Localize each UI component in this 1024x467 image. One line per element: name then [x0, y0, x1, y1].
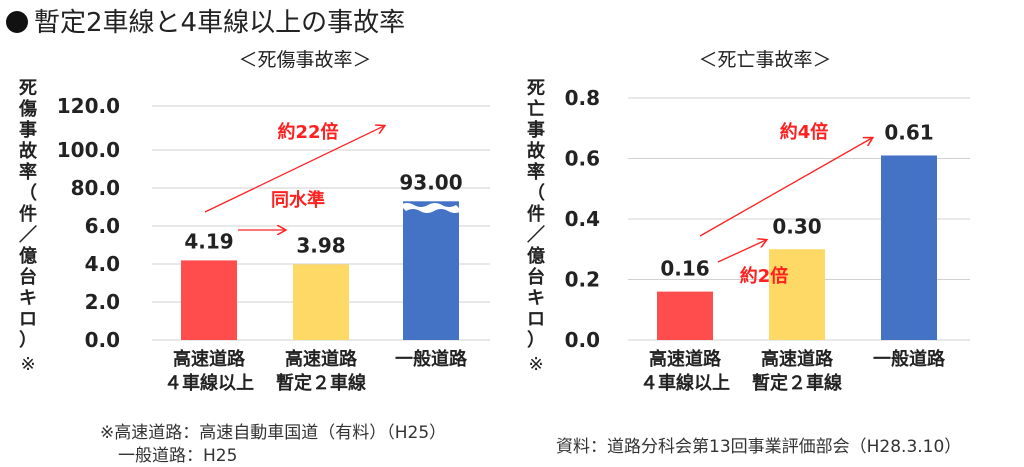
y-axis-label: キ	[527, 288, 545, 309]
y-axis-label: 件	[19, 203, 37, 225]
y-axis-label: ロ	[527, 309, 545, 330]
chart-title: ＜死傷事故率＞	[238, 49, 371, 71]
source-note: 資料：道路分科会第13回事業評価部会（H28.3.10）	[556, 437, 962, 457]
y-axis-label: ）	[19, 330, 37, 351]
y-axis-note: ※	[20, 354, 35, 375]
y-axis-label: 率	[19, 161, 37, 183]
bar-1	[657, 291, 713, 340]
y-tick-label: 80.0	[71, 176, 120, 200]
y-axis-label: 事	[527, 119, 545, 141]
bar-2	[293, 264, 349, 340]
category-label-2: 暫定２車線	[752, 372, 842, 394]
y-axis-label: 事	[19, 119, 37, 141]
y-tick-label: 0.4	[565, 207, 600, 231]
data-label-1: 0.16	[660, 257, 709, 281]
chart-title: ＜死亡事故率＞	[698, 49, 831, 71]
y-tick-label: 120.0	[57, 94, 120, 118]
y-tick-label: 0.8	[565, 86, 600, 110]
y-axis-label: ／	[527, 225, 545, 246]
y-axis-label: 件	[527, 203, 545, 225]
bar-3	[403, 201, 459, 340]
y-axis-label: （	[527, 183, 545, 204]
y-tick-label: 4.0	[85, 252, 120, 276]
category-label-2: 高速道路	[285, 348, 358, 370]
y-tick-label: 0.0	[565, 328, 600, 352]
data-label-1: 4.19	[184, 229, 233, 253]
category-label-2: 暫定２車線	[276, 372, 366, 394]
category-label-1: ４車線以上	[640, 372, 730, 394]
y-axis-label: 死	[19, 78, 37, 99]
page-title-text: 暫定2車線と4車線以上の事故率	[34, 8, 406, 38]
footnote-line2: 一般道路：H25	[118, 446, 238, 466]
y-axis-label: 億	[19, 245, 37, 267]
category-label-3: 一般道路	[873, 348, 946, 370]
annotation-same-level: 同水準	[271, 189, 325, 211]
data-label-2: 0.30	[772, 214, 821, 238]
bullet-dot-icon	[6, 11, 28, 33]
bar-1	[181, 260, 237, 340]
y-tick-label: 0.6	[565, 147, 600, 171]
y-axis-label: ロ	[19, 309, 37, 330]
y-axis-label: 率	[527, 161, 545, 183]
axis-break-mark	[400, 203, 462, 213]
y-tick-label: 0.0	[85, 328, 120, 352]
y-axis-label: 傷	[18, 98, 37, 120]
arrow-2x	[717, 240, 766, 263]
y-axis-label: 億	[527, 245, 545, 267]
data-label-3: 93.00	[399, 170, 462, 194]
y-axis-label: ）	[527, 330, 545, 351]
category-label-1: 高速道路	[649, 348, 722, 370]
y-axis-label: 亡	[527, 98, 545, 120]
category-label-2: 高速道路	[761, 348, 834, 370]
y-tick-label: 100.0	[57, 138, 120, 162]
y-axis-label: キ	[19, 288, 37, 309]
y-tick-label: 0.2	[565, 268, 600, 292]
y-axis-label: 台	[19, 266, 37, 288]
bar-3	[881, 155, 937, 340]
category-label-1: 高速道路	[173, 348, 246, 370]
data-label-3: 0.61	[884, 120, 933, 144]
page-title: 暫定2車線と4車線以上の事故率	[6, 2, 405, 39]
category-label-3: 一般道路	[395, 348, 468, 370]
data-label-2: 3.98	[296, 233, 345, 257]
y-axis-label: ／	[19, 225, 37, 246]
arrow-4x	[699, 138, 872, 237]
y-axis-label: （	[19, 183, 37, 204]
annotation-4x: 約4倍	[780, 121, 829, 143]
bar-2	[769, 249, 825, 340]
arrow-22x	[204, 126, 384, 213]
y-tick-label: 2.0	[85, 290, 120, 314]
y-axis-note: ※	[528, 354, 543, 375]
y-tick-label: 6.0	[85, 214, 120, 238]
y-axis-label: 台	[527, 266, 545, 288]
y-axis-label: 死	[527, 78, 545, 99]
y-axis-label: 故	[527, 140, 546, 162]
y-axis-label: 故	[19, 140, 38, 162]
annotation-2x: 約2倍	[740, 265, 789, 287]
footnote-line1: ※高速道路：高速自動車国道（有料）（H25）	[100, 423, 447, 443]
category-label-1: ４車線以上	[164, 372, 254, 394]
annotation-22x: 約22倍	[277, 121, 338, 143]
